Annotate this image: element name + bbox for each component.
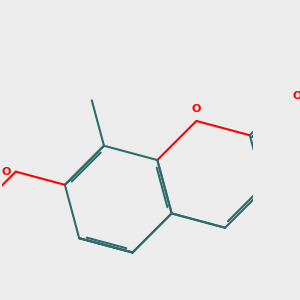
Text: O: O	[293, 91, 300, 101]
Text: O: O	[192, 104, 201, 114]
Text: O: O	[2, 167, 11, 177]
